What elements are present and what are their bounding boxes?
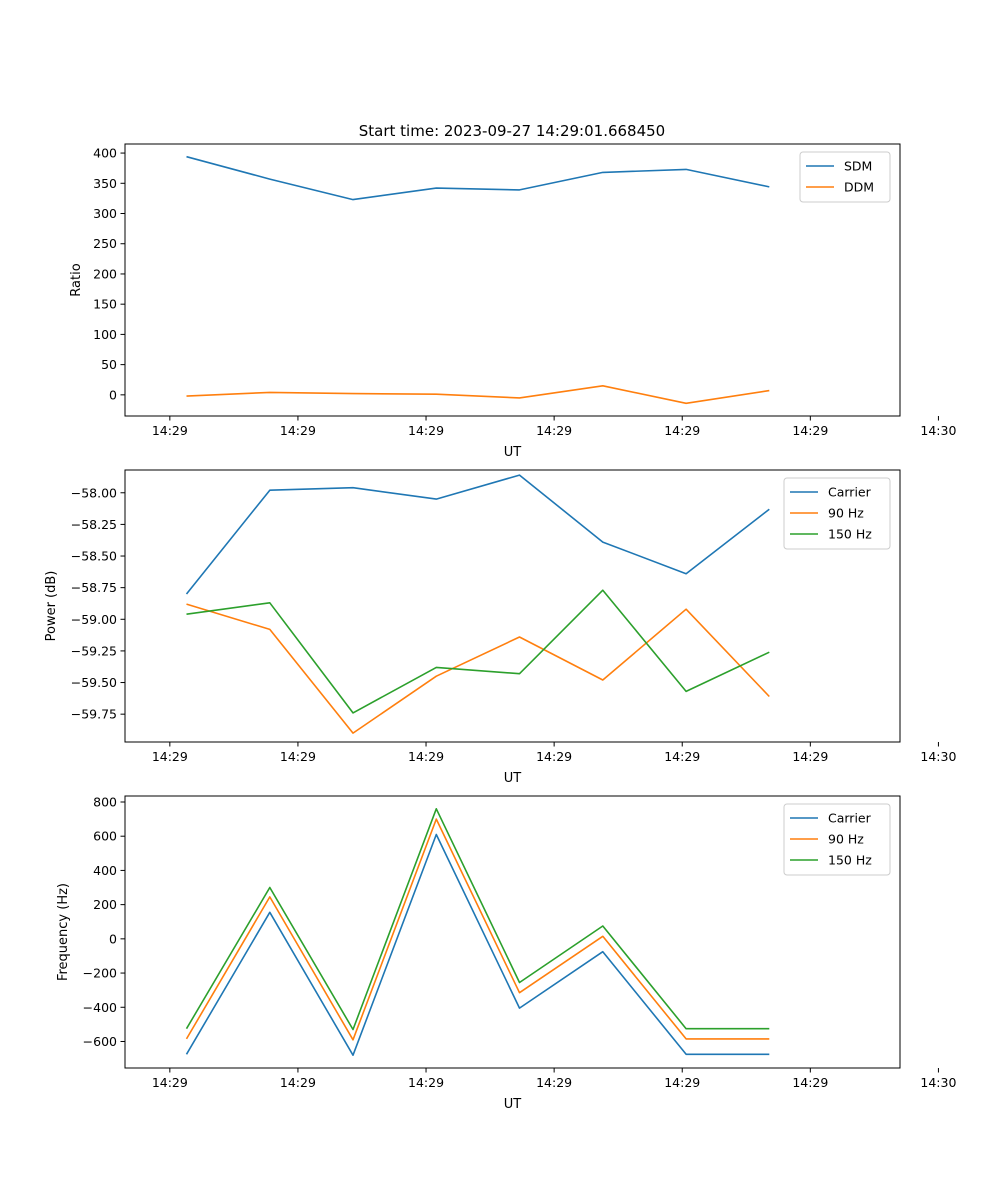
y-tick-label: −59.50	[71, 675, 117, 690]
y-tick-label: 0	[109, 387, 117, 402]
legend-label: Carrier	[828, 485, 872, 500]
legend-box	[783, 803, 891, 876]
series-line-150-hz	[186, 589, 770, 714]
x-tick-label: 14:29	[152, 1075, 188, 1090]
y-tick-label: 50	[101, 357, 117, 372]
legend: Carrier 90 Hz 150 Hz	[783, 803, 891, 876]
series-line-sdm	[186, 155, 770, 201]
y-tick-label: −58.50	[71, 549, 117, 564]
y-tick-label: 200	[93, 897, 117, 912]
x-axis-label: UT	[504, 1097, 522, 1112]
y-tick-label: 400	[93, 863, 117, 878]
legend: SDM DDM	[799, 151, 891, 203]
y-tick-label: 0	[109, 931, 117, 946]
x-tick-label: 14:29	[536, 423, 572, 438]
x-tick-label: 14:29	[664, 1075, 700, 1090]
x-tick-label: 14:29	[536, 1075, 572, 1090]
x-tick-label: 14:30	[920, 749, 956, 764]
x-tick-label: 14:29	[536, 749, 572, 764]
series-line-ddm	[186, 384, 770, 405]
legend-label: 90 Hz	[828, 832, 864, 847]
y-axis-label: Frequency (Hz)	[56, 883, 71, 981]
y-tick-label: −400	[83, 1000, 117, 1015]
x-tick-label: 14:29	[408, 749, 444, 764]
series-line-carrier	[185, 474, 770, 595]
axes-frame	[124, 795, 901, 1069]
x-tick-label: 14:29	[408, 423, 444, 438]
x-axis-label: UT	[504, 445, 522, 460]
y-tick-label: −59.00	[71, 612, 117, 627]
legend: Carrier 90 Hz 150 Hz	[783, 477, 891, 550]
x-tick-label: 14:29	[792, 1075, 828, 1090]
y-tick-label: −58.00	[71, 485, 117, 500]
y-tick-label: 400	[93, 146, 117, 161]
y-tick-label: −58.75	[71, 580, 117, 595]
y-tick-label: 600	[93, 829, 117, 844]
series-line-150-hz	[185, 807, 770, 1031]
x-tick-label: 14:29	[792, 423, 828, 438]
x-tick-label: 14:29	[280, 423, 316, 438]
y-tick-label: 100	[93, 327, 117, 342]
x-tick-label: 14:29	[152, 423, 188, 438]
legend-label: 150 Hz	[828, 853, 872, 868]
series-line-90-hz	[185, 818, 770, 1041]
chart-panel-3: 14:29 14:29 14:29 14:29 14:29 14:29 14:30 −600 −…	[56, 794, 956, 1112]
axes-frame	[124, 143, 901, 417]
legend-label: 150 Hz	[828, 527, 872, 542]
y-tick-label: −58.25	[71, 517, 117, 532]
y-axis-label: Ratio	[69, 263, 84, 296]
legend-box	[799, 151, 891, 203]
figure-title: Start time: 2023-09-27 14:29:01.668450	[359, 122, 665, 140]
x-tick-label: 14:29	[280, 749, 316, 764]
legend-label: SDM	[844, 159, 872, 174]
legend-box	[783, 477, 891, 550]
x-tick-label: 14:29	[280, 1075, 316, 1090]
x-tick-label: 14:29	[792, 749, 828, 764]
x-axis-label: UT	[504, 771, 522, 786]
chart-panel-1: 14:29 14:29 14:29 14:29 14:29 14:29 14:30 0 50 10…	[69, 143, 956, 460]
x-tick-label: 14:30	[920, 1075, 956, 1090]
y-tick-label: 150	[93, 297, 117, 312]
x-tick-label: 14:29	[664, 749, 700, 764]
y-axis-label: Power (dB)	[44, 571, 59, 642]
y-tick-label: −200	[83, 966, 117, 981]
legend-label: 90 Hz	[828, 506, 864, 521]
y-tick-label: 800	[93, 794, 117, 809]
y-tick-label: −59.75	[71, 707, 117, 722]
chart-panel-2: 14:29 14:29 14:29 14:29 14:29 14:29 14:30 −59.7…	[44, 469, 956, 786]
legend-label: Carrier	[828, 811, 872, 826]
x-tick-label: 14:29	[152, 749, 188, 764]
x-tick-label: 14:29	[664, 423, 700, 438]
x-tick-label: 14:29	[408, 1075, 444, 1090]
y-tick-label: 250	[93, 236, 117, 251]
x-tick-label: 14:30	[920, 423, 956, 438]
y-tick-label: −59.25	[71, 643, 117, 658]
series-line-90-hz	[186, 603, 770, 734]
series-line-carrier	[185, 833, 770, 1056]
legend-label: DDM	[844, 180, 874, 195]
y-tick-label: −600	[83, 1034, 117, 1049]
y-tick-label: 200	[93, 266, 117, 281]
y-tick-label: 350	[93, 176, 117, 191]
axes-frame	[124, 469, 901, 743]
panels: 14:29 14:29 14:29 14:29 14:29 14:29 14:30 0 50 10…	[44, 143, 956, 1112]
y-tick-label: 300	[93, 206, 117, 221]
